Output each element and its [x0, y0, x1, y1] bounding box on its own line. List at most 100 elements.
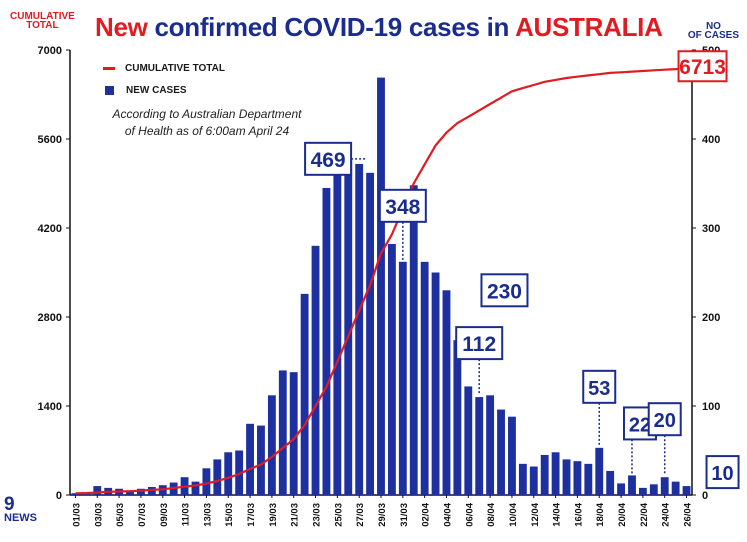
bar-21-03 — [289, 372, 298, 495]
x-tick-label: 09/03 — [159, 503, 170, 527]
x-tick-label: 01/03 — [71, 503, 82, 527]
x-tick-label: 04/04 — [442, 502, 453, 526]
bar-13-04 — [540, 454, 549, 495]
bar-12-03 — [191, 481, 200, 495]
left-tick-label: 0 — [56, 490, 62, 502]
right-axis-label: NO OF CASES — [687, 21, 739, 41]
title-part-middle: confirmed COVID-19 cases in — [154, 12, 510, 42]
bar-26-04 — [682, 486, 691, 495]
bar-02-04 — [420, 261, 429, 495]
callout-box-20 — [647, 402, 682, 437]
bar-21-04 — [628, 475, 636, 495]
bar-28-03 — [366, 172, 375, 495]
bar-10-04 — [508, 416, 516, 495]
legend-label-cumulative: CUMULATIVE TOTAL — [125, 62, 225, 74]
callout-box-cumulative — [677, 50, 728, 83]
left-axis-label: CUMULATIVE TOTAL — [10, 12, 75, 31]
x-tick-label: 16/04 — [573, 502, 584, 526]
right-tick-label: 400 — [702, 134, 720, 146]
bar-14-04 — [551, 452, 560, 495]
left-axis-label-line2: TOTAL — [26, 20, 59, 31]
bar-06-04 — [464, 386, 473, 495]
x-tick-label: 10/04 — [508, 502, 519, 526]
bar-30-03 — [387, 244, 396, 495]
bar-17-03 — [246, 423, 254, 495]
x-tick-label: 07/03 — [137, 503, 148, 527]
callout-box-230 — [480, 273, 529, 308]
nine-news-logo: 9 NEWS — [4, 494, 44, 524]
nine-logo-mark: 9 — [4, 494, 16, 515]
bar-26-03 — [344, 158, 353, 495]
x-tick-label: 24/04 — [661, 502, 672, 526]
x-tick-label: 15/03 — [224, 503, 235, 527]
bar-23-03 — [311, 245, 320, 495]
callout-box-53 — [582, 369, 617, 404]
right-tick-label: 200 — [702, 312, 720, 324]
source-note-line1: According to Australian Department — [112, 107, 302, 121]
callout-label-10: 10 — [711, 463, 733, 485]
callout-box-10 — [705, 455, 740, 490]
callout-label-53: 53 — [588, 378, 610, 400]
x-tick-label: 14/04 — [552, 502, 563, 526]
bar-03-03 — [93, 486, 102, 495]
right-axis-label-line2: OF CASES — [687, 30, 739, 41]
x-tick-label: 05/03 — [115, 503, 126, 527]
bar-22-03 — [300, 293, 309, 495]
x-tick-label: 29/03 — [377, 503, 388, 527]
source-note-line2: of Health as of 6:00am April 24 — [124, 124, 290, 138]
bar-23-04 — [649, 484, 658, 495]
right-axis-label-line1: NO — [705, 21, 721, 32]
title-part-country: AUSTRALIA — [515, 12, 663, 42]
callout-label-22: 22 — [629, 414, 651, 436]
x-tick-label: 18/04 — [595, 502, 606, 526]
bar-31-03 — [398, 261, 407, 495]
legend-bar-swatch — [105, 85, 114, 95]
left-tick-label: 7000 — [38, 45, 62, 57]
callout-label-469: 469 — [311, 149, 346, 172]
bar-27-03 — [355, 163, 364, 496]
callout-label-348: 348 — [385, 196, 420, 219]
x-tick-label: 12/04 — [530, 502, 541, 526]
x-tick-label: 02/04 — [421, 502, 432, 526]
bar-01-03 — [71, 493, 80, 495]
x-tick-label: 31/03 — [399, 503, 410, 527]
bar-05-04 — [453, 340, 462, 495]
x-tick-label: 08/04 — [486, 502, 497, 526]
bar-04-04 — [442, 290, 451, 495]
right-tick-label: 100 — [702, 401, 720, 413]
x-tick-label: 20/04 — [617, 502, 628, 526]
legend-label-new: NEW CASES — [126, 84, 187, 96]
bar-20-04 — [617, 483, 625, 495]
bar-06-03 — [126, 490, 134, 495]
right-tick-label: 300 — [702, 223, 720, 235]
bar-11-04 — [518, 463, 527, 495]
bar-15-04 — [562, 459, 571, 495]
bar-25-03 — [333, 167, 342, 496]
callout-label-cumulative: 6713 — [679, 56, 726, 79]
legend-item-new: NEW CASES — [103, 82, 225, 98]
callout-label-20: 20 — [654, 410, 676, 432]
bar-25-04 — [671, 481, 680, 495]
bar-16-03 — [235, 450, 244, 495]
legend: CUMULATIVE TOTAL NEW CASES — [103, 60, 225, 104]
cumulative-line — [75, 67, 687, 495]
x-tick-label: 06/04 — [464, 502, 475, 526]
x-tick-label: 26/04 — [683, 502, 694, 526]
bar-03-04 — [431, 272, 440, 495]
bar-14-03 — [213, 459, 222, 495]
left-tick-label: 5600 — [38, 134, 62, 146]
left-tick-label: 1400 — [38, 401, 62, 413]
right-tick-label: 0 — [702, 490, 708, 502]
bar-20-03 — [278, 370, 287, 495]
x-tick-label: 23/03 — [312, 503, 323, 527]
legend-line-swatch — [103, 66, 115, 70]
x-tick-label: 17/03 — [246, 503, 257, 527]
x-tick-label: 27/03 — [355, 503, 366, 527]
news-logo-text: NEWS — [4, 512, 37, 524]
bar-15-03 — [224, 452, 233, 495]
x-tick-label: 19/03 — [268, 503, 279, 527]
bar-18-04 — [595, 447, 604, 495]
x-tick-label: 11/03 — [181, 503, 192, 526]
bar-01-04 — [409, 185, 418, 495]
